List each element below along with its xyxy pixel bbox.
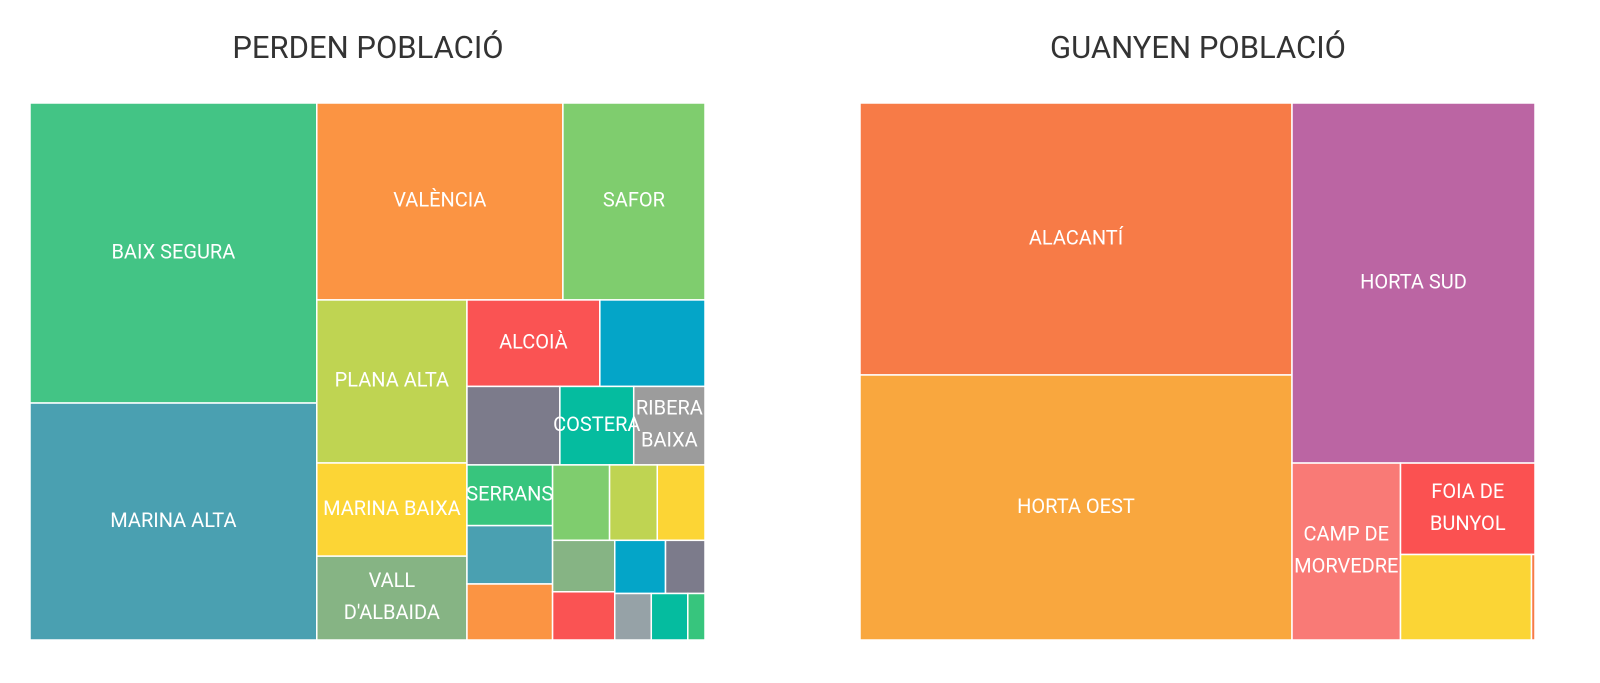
treemap-cell (1291, 102, 1536, 464)
cell-label: PLANA ALTA (335, 368, 449, 392)
cell-label: SAFOR (603, 188, 665, 212)
cell-label: CAMP DE MORVEDRE (1294, 522, 1398, 578)
cell-label: BAIX SEGURA (111, 239, 235, 263)
treemap-cell (632, 385, 706, 466)
treemap-cell (562, 102, 706, 301)
treemap-cell (29, 102, 318, 404)
treemap-cell (656, 464, 706, 542)
treemap-cell (614, 539, 667, 595)
treemap-cell (599, 299, 706, 388)
cell-label: HORTA OEST (1017, 494, 1135, 518)
cell-label: ALCOIÀ (499, 329, 568, 353)
treemap-cell (551, 464, 611, 542)
treemap-cell (608, 464, 659, 542)
treemap-cell (664, 539, 706, 595)
treemap-cell (466, 299, 601, 388)
cell-label: VALL D'ALBAIDA (344, 568, 440, 624)
treemap-cell (1530, 553, 1536, 641)
chart-title: PERDEN POBLACIÓ (232, 29, 503, 66)
treemap-cell (316, 299, 468, 464)
treemap-cell (1399, 462, 1536, 556)
cell-label: MARINA BAIXA (323, 496, 461, 520)
cell-label: RIBERA BAIXA (636, 396, 703, 452)
treemap-cell (687, 592, 706, 641)
chart-title: GUANYEN POBLACIÓ (1050, 29, 1346, 66)
treemap-cell (466, 583, 554, 641)
treemap-cell (1399, 553, 1533, 641)
cell-label: VALÈNCIA (393, 188, 486, 212)
treemap-cell (316, 555, 468, 641)
treemap-cell (859, 102, 1293, 376)
cell-label: FOIA DE BUNYOL (1430, 479, 1506, 535)
treemap-cell (551, 539, 616, 593)
treemap-cell (1291, 462, 1402, 641)
cell-label: SERRANS (466, 482, 553, 506)
treemap-cell (551, 591, 616, 641)
cell-label: MARINA ALTA (110, 508, 236, 532)
treemap-cell (316, 462, 468, 557)
cell-label: ALACANTÍ (1029, 225, 1124, 249)
treemap-cell (859, 374, 1293, 641)
cell-label: HORTA SUD (1360, 269, 1467, 293)
treemap-cell (29, 402, 318, 641)
treemap-cell (316, 102, 564, 301)
cell-label: COSTERA (553, 412, 640, 436)
treemap-cell (466, 524, 554, 585)
treemap-cell (466, 385, 561, 466)
treemap-cell (614, 592, 653, 641)
treemap-cell (650, 592, 689, 641)
